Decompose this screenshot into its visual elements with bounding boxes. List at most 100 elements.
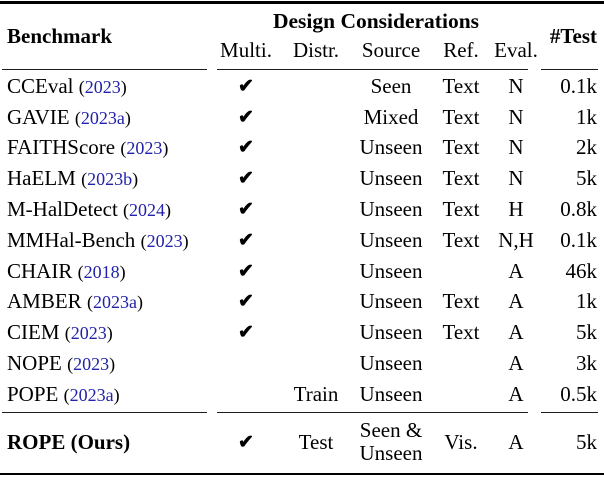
benchmark-name: CIEM [7, 320, 60, 345]
benchmark-name: MMHal-Bench [7, 227, 136, 252]
eval-cell: N,H [498, 227, 534, 252]
benchmark-name: M-HalDetect [7, 197, 118, 222]
citation-year-link[interactable]: 2023 [73, 354, 110, 375]
table-body: CCEval (2023) ✔ Seen Text N 0.1k GAVIE (… [0, 71, 604, 410]
bottom-rule [0, 472, 604, 476]
citation: (2024) [123, 200, 172, 221]
column-group-design-considerations: Design Considerations [272, 9, 480, 33]
table-row: GAVIE (2023a) ✔ Mixed Text N 1k [0, 102, 604, 133]
citation-year-link[interactable]: 2023 [70, 323, 107, 344]
top-rule [0, 1, 604, 4]
distr-cell: Train [293, 381, 339, 406]
benchmark-name: POPE [7, 381, 59, 406]
check-icon: ✔ [238, 199, 254, 221]
check-icon: ✔ [238, 106, 254, 128]
ref-cell: Text [442, 73, 480, 98]
eval-cell: A [508, 430, 524, 454]
ref-cell: Text [442, 135, 480, 160]
eval-cell: N [508, 166, 524, 191]
benchmark-name: CHAIR [7, 258, 73, 283]
benchmark-name: GAVIE [7, 104, 70, 129]
test-cell: 1k [576, 104, 597, 129]
check-icon: ✔ [238, 322, 254, 344]
citation-year-link[interactable]: 2023 [146, 230, 183, 251]
eval-cell: H [508, 197, 524, 222]
eval-cell: A [508, 320, 524, 345]
eval-cell: A [508, 258, 524, 283]
citation-year-link[interactable]: 2023 [84, 76, 121, 97]
eval-cell: N [508, 73, 524, 98]
column-header-distr: Distr. [292, 38, 340, 62]
column-header-ref: Ref. [443, 38, 479, 62]
source-cell: Unseen [359, 320, 423, 345]
citation: (2023) [67, 354, 116, 375]
test-cell: 1k [576, 289, 597, 314]
test-cell: 5k [576, 429, 597, 454]
citation: (2018) [77, 261, 126, 282]
table-row: CCEval (2023) ✔ Seen Text N 0.1k [0, 71, 604, 102]
test-cell: 0.1k [560, 73, 597, 98]
test-cell: 3k [576, 351, 597, 376]
ours-divider-right [541, 411, 598, 414]
ours-row-section: ROPE (Ours) ✔ Test Seen & Unseen Vis. A 5… [0, 414, 604, 470]
check-icon: ✔ [238, 431, 254, 453]
benchmark-name: FAITHScore [7, 135, 116, 160]
column-header-source: Source [361, 38, 421, 62]
test-cell: 2k [576, 135, 597, 160]
table-row: POPE (2023a) Train Unseen A 0.5k [0, 379, 604, 410]
citation: (2023a) [74, 107, 131, 128]
column-header-eval: Eval. [494, 38, 538, 62]
table-row: M-HalDetect (2024) ✔ Unseen Text H 0.8k [0, 194, 604, 225]
column-header-test-count: #Test [549, 24, 597, 48]
header-divider-middle [217, 68, 528, 71]
source-cell: Unseen [359, 381, 423, 406]
citation: (2023b) [81, 169, 139, 190]
citation-year-link[interactable]: 2023 [126, 138, 163, 159]
check-icon: ✔ [238, 137, 254, 159]
ref-cell: Text [442, 197, 480, 222]
source-cell: Seen & Unseen [359, 419, 423, 465]
citation: (2023a) [63, 384, 120, 405]
table-row: ROPE (Ours) ✔ Test Seen & Unseen Vis. A 5… [0, 414, 604, 470]
citation: (2023a) [86, 292, 143, 313]
citation-year-link[interactable]: 2023a [80, 107, 125, 128]
check-icon: ✔ [238, 75, 254, 97]
benchmark-name: ROPE (Ours) [7, 429, 131, 454]
header-divider-left [2, 68, 207, 71]
eval-cell: A [508, 289, 524, 314]
test-cell: 0.5k [560, 381, 597, 406]
test-cell: 0.8k [560, 197, 597, 222]
citation-year-link[interactable]: 2023b [87, 169, 133, 190]
column-header-benchmark: Benchmark [7, 24, 112, 48]
source-cell: Seen [370, 73, 412, 98]
benchmark-name: CCEval [7, 73, 74, 98]
source-cell: Unseen [359, 351, 423, 376]
ref-cell: Text [442, 104, 480, 129]
table-row: HaELM (2023b) ✔ Unseen Text N 5k [0, 163, 604, 194]
ref-cell: Text [442, 227, 480, 252]
check-icon: ✔ [238, 229, 254, 251]
table-row: FAITHScore (2023) ✔ Unseen Text N 2k [0, 133, 604, 164]
source-cell: Unseen [359, 227, 423, 252]
citation: (2023) [120, 138, 169, 159]
benchmark-name: NOPE [7, 351, 62, 376]
table-row: CIEM (2023) ✔ Unseen Text A 5k [0, 317, 604, 348]
source-cell: Mixed [363, 104, 419, 129]
distr-cell: Test [298, 430, 334, 454]
ref-cell: Text [442, 166, 480, 191]
test-cell: 46k [565, 258, 598, 283]
citation-year-link[interactable]: 2023a [69, 384, 114, 405]
source-cell: Unseen [359, 166, 423, 191]
citation-year-link[interactable]: 2018 [83, 261, 120, 282]
header-divider-right [541, 68, 598, 71]
source-cell: Unseen [359, 135, 423, 160]
test-cell: 5k [576, 320, 597, 345]
check-icon: ✔ [238, 291, 254, 313]
citation-year-link[interactable]: 2023a [92, 292, 137, 313]
table-row: MMHal-Bench (2023) ✔ Unseen Text N,H 0.1… [0, 225, 604, 256]
source-cell: Unseen [359, 258, 423, 283]
citation-year-link[interactable]: 2024 [129, 200, 166, 221]
table-row: NOPE (2023) Unseen A 3k [0, 348, 604, 379]
source-cell: Unseen [359, 197, 423, 222]
